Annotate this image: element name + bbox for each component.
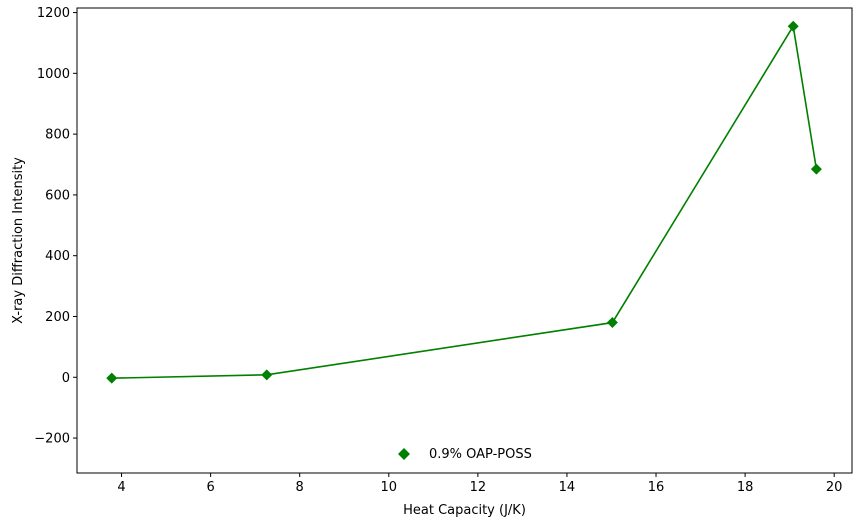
x-tick-label: 16 xyxy=(648,480,665,495)
x-tick-label: 10 xyxy=(381,480,398,495)
plot-frame xyxy=(76,7,853,474)
legend: 0.9% OAP-POSS xyxy=(398,447,532,462)
y-tick-label: 400 xyxy=(45,249,70,264)
data-point xyxy=(810,163,822,175)
y-tick-label: 600 xyxy=(45,188,70,203)
x-tick-label: 14 xyxy=(559,480,576,495)
x-tick-label: 20 xyxy=(826,480,843,495)
x-tick-label: 4 xyxy=(117,480,125,495)
x-tick-label: 12 xyxy=(470,480,487,495)
x-axis: 4 6 8 10 12 14 16 18 20 xyxy=(117,473,842,495)
data-point xyxy=(261,369,273,381)
y-tick-label: 0 xyxy=(62,371,70,386)
x-tick-label: 8 xyxy=(296,480,304,495)
legend-marker xyxy=(398,448,410,460)
legend-label: 0.9% OAP-POSS xyxy=(429,447,532,462)
y-tick-label: 200 xyxy=(45,310,70,325)
y-tick-label: 1200 xyxy=(37,6,70,21)
data-point xyxy=(606,317,618,329)
x-tick-label: 6 xyxy=(206,480,214,495)
x-tick-label: 18 xyxy=(737,480,754,495)
y-axis-label: X-ray Diffraction Intensity xyxy=(11,157,26,324)
y-tick-label: −200 xyxy=(34,432,70,447)
y-axis: −200 0 200 400 600 800 1000 1200 xyxy=(34,6,77,447)
y-tick-label: 1000 xyxy=(37,67,70,82)
series-layer xyxy=(106,20,822,384)
y-tick-label: 800 xyxy=(45,128,70,143)
data-point xyxy=(106,372,118,384)
x-axis-label: Heat Capacity (J/K) xyxy=(403,503,526,518)
series-line xyxy=(111,23,818,379)
data-point xyxy=(787,20,799,32)
